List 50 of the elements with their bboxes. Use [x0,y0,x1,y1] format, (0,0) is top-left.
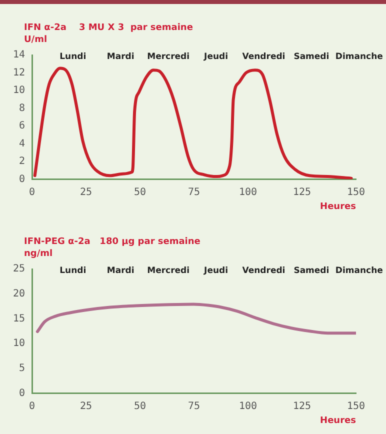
x-tick-label: 50 [134,186,146,198]
y-tick-label: 0 [19,174,26,185]
annotation: Lundi [60,266,86,276]
x-tick-label: 150 [346,400,366,412]
y-tick-label: 25 [12,264,26,275]
x-tick-label: 25 [80,400,92,412]
x-tick-label: 125 [292,186,312,198]
chart-title: IFN α-2a 3 MU X 3 par semaine [24,22,193,34]
x-tick-label: 75 [188,186,200,198]
y-axis-title: U/ml [24,34,48,46]
y-axis-title: ng/ml [24,248,54,260]
x-axis-title: Heures [320,202,356,212]
x-tick-label: 75 [188,400,200,412]
y-tick-label: 5 [19,362,26,374]
annotation: Vendredi [242,52,286,62]
annotation: Samedi [294,52,330,62]
x-tick-label: 100 [238,186,258,198]
x-tick-label: 50 [134,400,146,412]
y-tick-label: 10 [12,338,26,350]
line-series [33,66,353,180]
x-tick-label: 0 [29,400,36,412]
x-tick-label: 125 [292,400,312,412]
y-tick-label: 8 [19,102,26,114]
x-tick-label: 25 [80,186,92,198]
chart-title: IFN-PEG α-2a 180 µg par semaine [24,236,200,248]
annotation: Vendredi [242,266,286,276]
y-tick-label: 0 [19,388,26,399]
x-tick-label: 100 [238,400,258,412]
y-tick-label: 2 [19,156,26,168]
y-tick-label: 4 [19,138,26,150]
y-tick-label: 14 [12,50,26,61]
x-tick-label: 0 [29,186,36,198]
annotation: Mardi [106,52,134,62]
y-tick-label: 10 [12,85,26,96]
line-series [36,302,356,335]
y-tick-label: 6 [19,120,26,132]
annotation: Mercredi [147,52,190,62]
x-axis-title: Heures [320,416,356,426]
annotation: Jeudi [203,266,228,276]
x-tick-label: 150 [346,186,366,198]
annotation: Jeudi [203,52,228,62]
annotation: Dimanche [335,266,384,276]
annotation: Mercredi [147,266,190,276]
annotation: Samedi [294,266,330,276]
annotation: Lundi [60,52,86,62]
y-tick-label: 12 [12,67,26,78]
annotation: Mardi [106,266,134,276]
annotation: Dimanche [335,52,384,62]
y-tick-label: 20 [12,288,26,300]
y-tick-label: 15 [12,313,26,324]
